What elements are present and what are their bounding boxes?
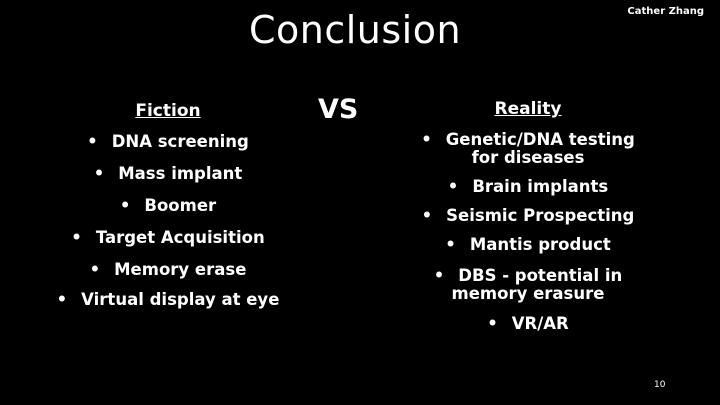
fiction-heading: Fiction <box>135 101 201 121</box>
bullet-icon: • <box>447 177 459 196</box>
list-item-text: VR/AR <box>511 314 569 333</box>
list-item-text: Mass implant <box>118 164 243 183</box>
reality-list-item: • Genetic/DNA testing for diseases <box>370 131 686 167</box>
list-item-text: Memory erase <box>114 260 247 279</box>
page-number: 10 <box>654 380 666 390</box>
reality-list-item: • Brain implants <box>370 178 686 196</box>
bullet-icon: • <box>56 290 68 309</box>
bullet-icon: • <box>93 164 105 183</box>
fiction-list-item: • Virtual display at eye <box>30 291 306 309</box>
vs-label: VS <box>318 94 359 125</box>
list-item-text: Boomer <box>144 196 217 215</box>
list-item-text: Seismic Prospecting <box>446 206 635 225</box>
list-item-text: Mantis product <box>469 235 611 254</box>
bullet-icon: • <box>89 260 101 279</box>
bullet-icon: • <box>421 130 432 149</box>
reality-list-item: • VR/AR <box>370 315 686 333</box>
reality-heading: Reality <box>494 99 562 119</box>
bullet-icon: • <box>119 196 131 215</box>
bullet-icon: • <box>71 228 82 247</box>
bullet-icon: • <box>445 235 456 254</box>
slide-title: Conclusion <box>248 8 462 52</box>
list-item-text: Target Acquisition <box>95 228 265 247</box>
author-name: Cather Zhang <box>627 6 704 17</box>
reality-list-item: • DBS - potential in memory erasure <box>370 267 686 303</box>
fiction-list-item: • DNA screening <box>30 133 306 151</box>
fiction-list-item: • Target Acquisition <box>30 229 306 247</box>
list-item-text: DBS - potential in memory erasure <box>451 266 623 303</box>
list-item-text: Virtual display at eye <box>81 290 280 309</box>
fiction-list-item: • Mass implant <box>30 165 306 183</box>
bullet-icon: • <box>421 206 433 225</box>
list-item-text: DNA screening <box>111 132 249 151</box>
reality-list-item: • Mantis product <box>370 236 686 254</box>
list-item-text: Brain implants <box>472 177 609 196</box>
list-item-text: Genetic/DNA testing for diseases <box>445 130 635 167</box>
bullet-icon: • <box>487 314 498 333</box>
bullet-icon: • <box>433 266 445 285</box>
reality-list-item: • Seismic Prospecting <box>370 207 686 225</box>
fiction-list-item: • Boomer <box>30 197 306 215</box>
bullet-icon: • <box>87 132 98 151</box>
fiction-list-item: • Memory erase <box>30 261 306 279</box>
